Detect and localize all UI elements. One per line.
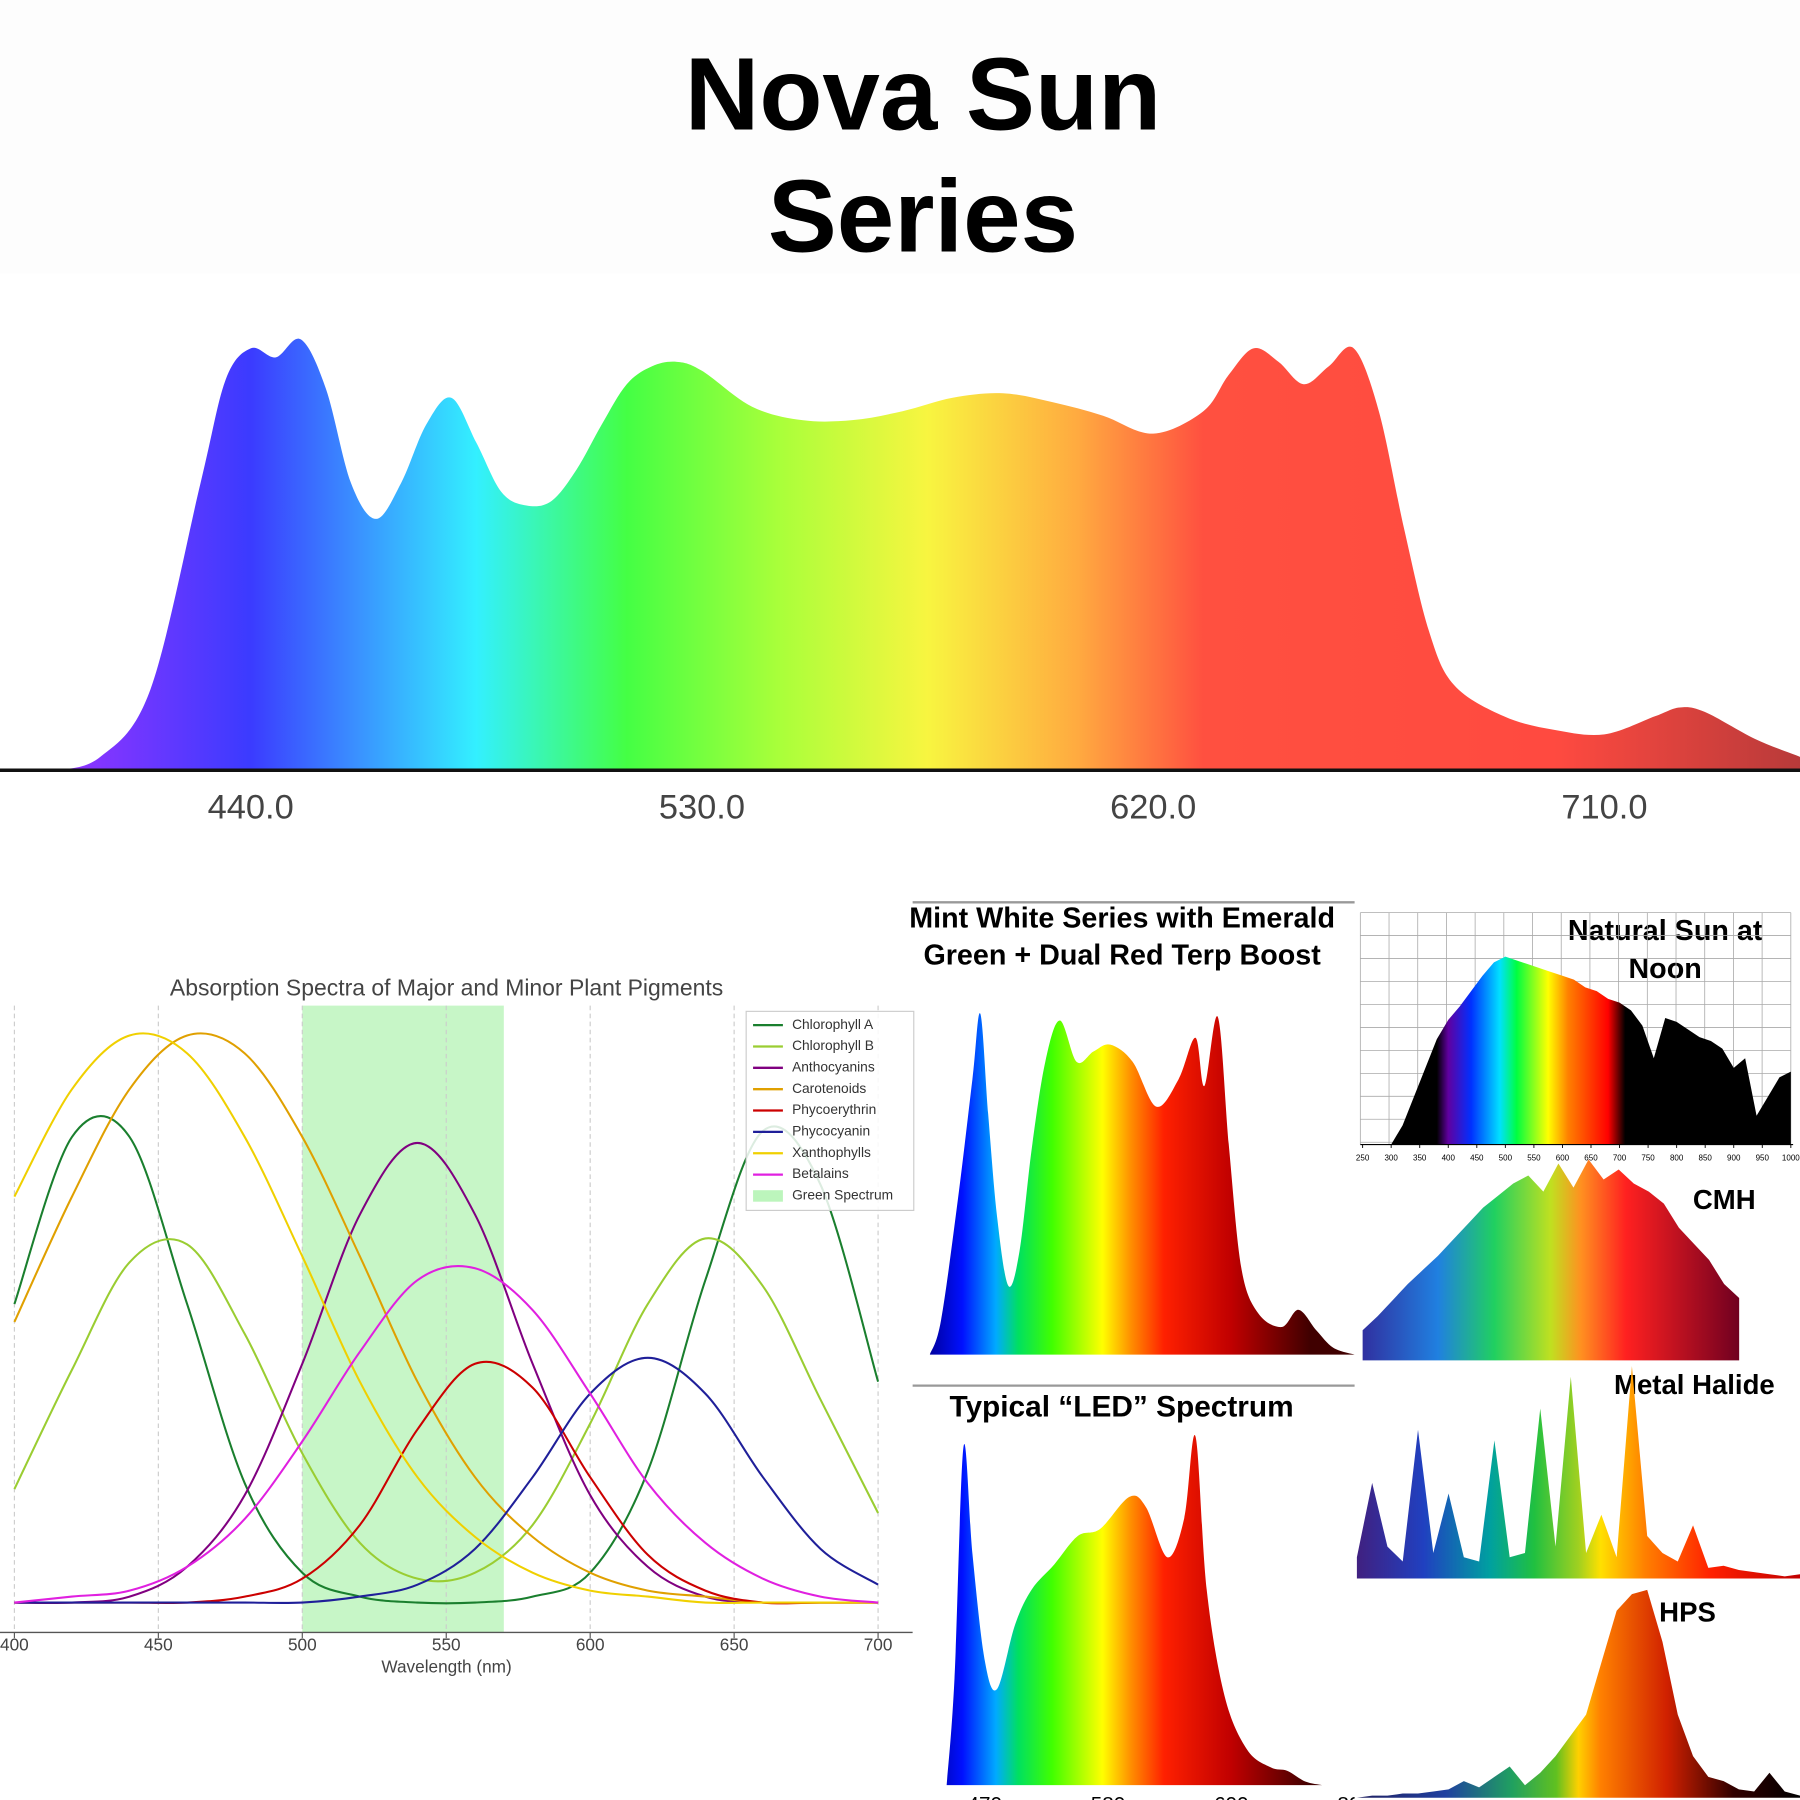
legend-label: Chlorophyll A	[792, 1017, 874, 1032]
title-band	[0, 0, 1800, 274]
spectrum-area	[929, 1013, 1355, 1355]
title-box: Mint White Series with Emerald Green + D…	[909, 902, 1336, 972]
page-title: Nova Sun Series	[684, 37, 1162, 275]
x-tick-label: 650	[1584, 1153, 1598, 1162]
series-line	[13, 1032, 879, 1605]
x-tick-label: 800	[1337, 1793, 1371, 1800]
x-tick-label: 950	[1756, 1153, 1770, 1162]
x-tick-label: 900	[1727, 1153, 1741, 1162]
x-tick-label: 350	[1413, 1153, 1427, 1162]
x-tick-label: 300	[1384, 1153, 1398, 1162]
legend-label: Chlorophyll B	[792, 1038, 874, 1053]
x-tick-label: 710.0	[1561, 788, 1647, 826]
x-tick-label: 580	[1091, 1793, 1125, 1800]
x-tick-label: 440.0	[208, 788, 294, 826]
x-tick-label: 400	[1442, 1153, 1456, 1162]
x-tick-label: 690	[1214, 1793, 1248, 1800]
chart-title: CMH	[1693, 1184, 1756, 1215]
x-tick-label: 600	[1556, 1153, 1570, 1162]
x-tick-label: 450	[1470, 1153, 1484, 1162]
x-tick-label: 530.0	[659, 788, 745, 826]
x-tick-label: 500	[1499, 1153, 1513, 1162]
series-line	[13, 1032, 879, 1605]
x-tick-label: 620.0	[1110, 788, 1196, 826]
spectrum-area	[1391, 956, 1791, 1145]
chart-title: Natural Sun at Noon	[1567, 914, 1763, 985]
x-tick-label: 650	[720, 1635, 749, 1655]
title-box: Natural Sun at Noon	[1567, 914, 1763, 985]
spectrum-area	[946, 1435, 1323, 1786]
legend-label: Xanthophylls	[792, 1145, 871, 1160]
chart-title: Metal Halide	[1614, 1369, 1775, 1400]
chart-title: Typical “LED” Spectrum	[949, 1390, 1293, 1423]
legend-label: Green Spectrum	[792, 1188, 893, 1203]
x-tick-label: 800	[1670, 1153, 1684, 1162]
legend-label: Carotenoids	[792, 1081, 866, 1096]
chart-title: Mint White Series with Emerald Green + D…	[909, 902, 1336, 972]
x-tick-label: 700	[864, 1635, 893, 1655]
x-tick-label: 550	[1527, 1153, 1541, 1162]
spectrum-area	[1356, 1589, 1800, 1798]
plot-layer: 440.0 530.0 620.0 710.0 400 450 500 550 600 650 70…	[0, 338, 1800, 1800]
x-tick-label: 450	[144, 1635, 173, 1655]
legend-label: Betalains	[792, 1166, 849, 1181]
x-tick-label: 700	[1613, 1153, 1627, 1162]
x-tick-label: 500	[288, 1635, 317, 1655]
legend-label: Phycocyanin	[792, 1124, 870, 1139]
chart-title: Absorption Spectra of Major and Minor Pl…	[170, 975, 723, 1001]
x-tick-label: 600	[576, 1635, 605, 1655]
x-tick-label: 250	[1356, 1153, 1370, 1162]
legend-label: Anthocyanins	[792, 1059, 875, 1074]
x-axis-label: Wavelength (nm)	[381, 1657, 511, 1677]
highlight-band	[302, 1005, 504, 1633]
series-line	[14, 1265, 879, 1604]
x-tick-label: 470	[968, 1793, 1002, 1800]
spectrum-area	[1356, 1366, 1800, 1579]
spectrum-area	[1362, 1159, 1740, 1361]
x-tick-label: 550	[432, 1635, 461, 1655]
series-line	[13, 1237, 880, 1583]
legend-swatch	[753, 1190, 783, 1202]
spectrum-area	[0, 338, 1800, 772]
series-line	[14, 1356, 879, 1605]
chart-title: HPS	[1659, 1596, 1716, 1627]
x-tick-label: 750	[1641, 1153, 1655, 1162]
x-tick-label: 850	[1698, 1153, 1712, 1162]
legend-label: Phycoerythrin	[792, 1102, 876, 1117]
x-tick-label: 1000	[1782, 1153, 1800, 1162]
title-box: Nova Sun Series	[684, 37, 1162, 275]
x-tick-label: 400	[0, 1635, 29, 1655]
